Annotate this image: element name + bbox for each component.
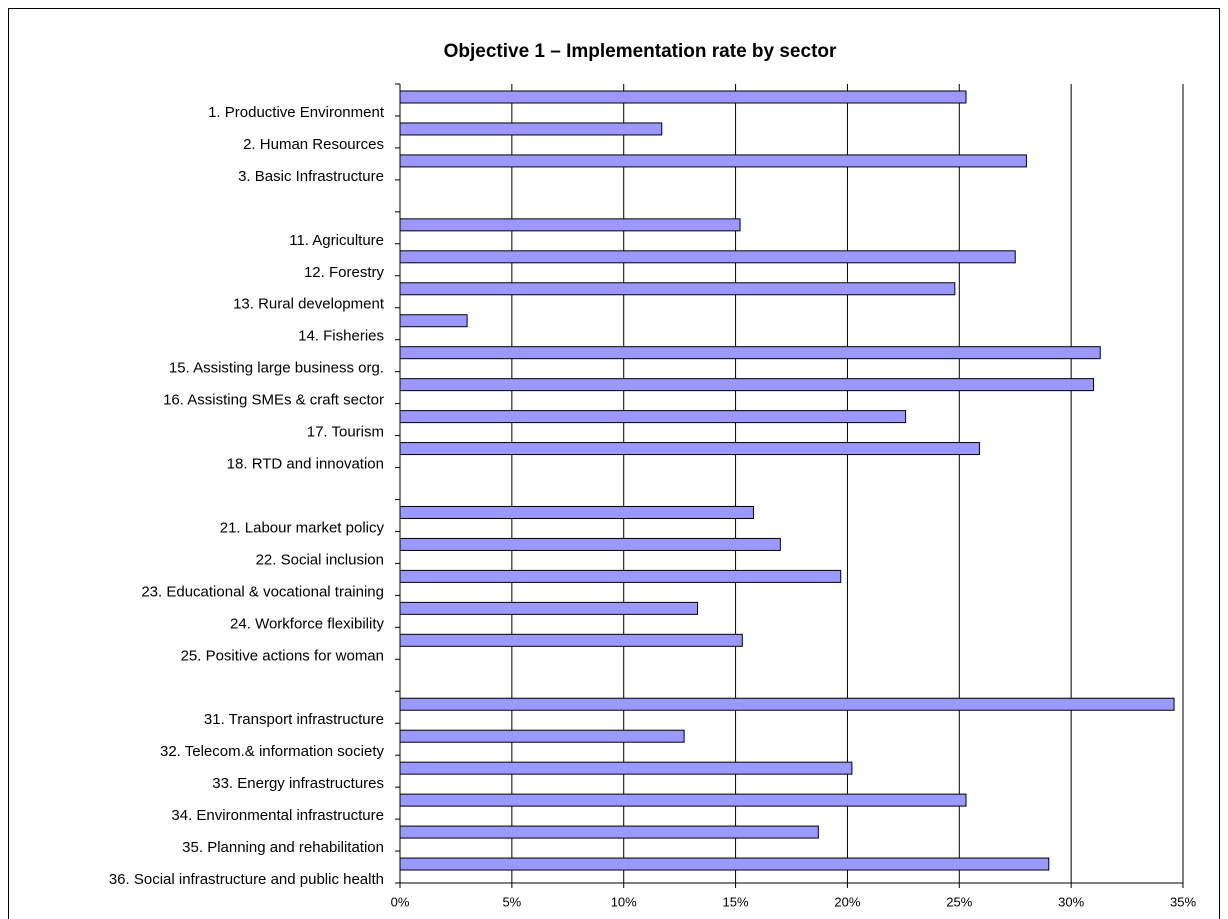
y-tick-label: 11. Agriculture xyxy=(289,232,384,249)
x-tick-label: 30% xyxy=(1058,894,1084,909)
bar xyxy=(399,537,781,551)
bar xyxy=(399,793,967,807)
bar xyxy=(399,569,842,583)
x-tick-label: 20% xyxy=(834,894,860,909)
bar xyxy=(399,410,907,424)
bar xyxy=(399,154,1027,168)
chart-frame xyxy=(8,8,1220,919)
y-tick-label: 21. Labour market policy xyxy=(220,519,385,536)
bar xyxy=(399,282,956,296)
bar xyxy=(399,250,1016,264)
y-tick-label: 25. Positive actions for woman xyxy=(181,647,384,664)
y-tick-label: 16. Assisting SMEs & craft sector xyxy=(163,392,384,409)
bar xyxy=(399,505,754,519)
x-tick-label: 35% xyxy=(1170,894,1196,909)
y-tick-label: 32. Telecom.& information society xyxy=(160,743,384,760)
y-tick-label: 36. Social infrastructure and public hea… xyxy=(109,871,384,888)
y-tick-label: 23. Educational & vocational training xyxy=(141,583,384,600)
bar xyxy=(399,825,819,839)
bar xyxy=(399,90,967,104)
y-tick-label: 14. Fisheries xyxy=(298,328,384,345)
y-tick-label: 33. Energy infrastructures xyxy=(212,775,384,792)
y-tick-label: 24. Workforce flexibility xyxy=(230,615,384,632)
bar xyxy=(399,761,853,775)
y-tick-label: 1. Productive Environment xyxy=(208,104,385,121)
bar xyxy=(399,633,743,647)
x-tick-label: 15% xyxy=(723,894,749,909)
bar xyxy=(399,697,1175,711)
bar xyxy=(399,442,980,456)
bar xyxy=(399,346,1101,360)
y-tick-label: 17. Tourism xyxy=(307,424,384,441)
y-tick-label: 31. Transport infrastructure xyxy=(204,711,384,728)
x-tick-label: 10% xyxy=(611,894,637,909)
bar xyxy=(399,857,1050,871)
y-tick-label: 22. Social inclusion xyxy=(256,551,384,568)
bar xyxy=(399,601,699,615)
chart-title: Objective 1 – Implementation rate by sec… xyxy=(444,41,837,62)
bar xyxy=(399,378,1095,392)
y-tick-label: 18. RTD and innovation xyxy=(227,456,384,473)
y-tick-label: 2. Human Resources xyxy=(243,136,384,153)
x-tick-label: 25% xyxy=(946,894,972,909)
x-tick-label: 0% xyxy=(391,894,410,909)
y-tick-label: 34. Environmental infrastructure xyxy=(171,807,384,824)
bar xyxy=(399,314,468,328)
bar xyxy=(399,218,741,232)
y-tick-label: 15. Assisting large business org. xyxy=(169,360,384,377)
y-tick-label: 13. Rural development xyxy=(233,296,385,313)
x-tick-label: 5% xyxy=(502,894,521,909)
bar xyxy=(399,729,685,743)
y-tick-label: 3. Basic Infrastructure xyxy=(238,168,384,185)
y-tick-label: 12. Forestry xyxy=(304,264,385,281)
bar xyxy=(399,122,663,136)
y-tick-label: 35. Planning and rehabilitation xyxy=(182,839,384,856)
